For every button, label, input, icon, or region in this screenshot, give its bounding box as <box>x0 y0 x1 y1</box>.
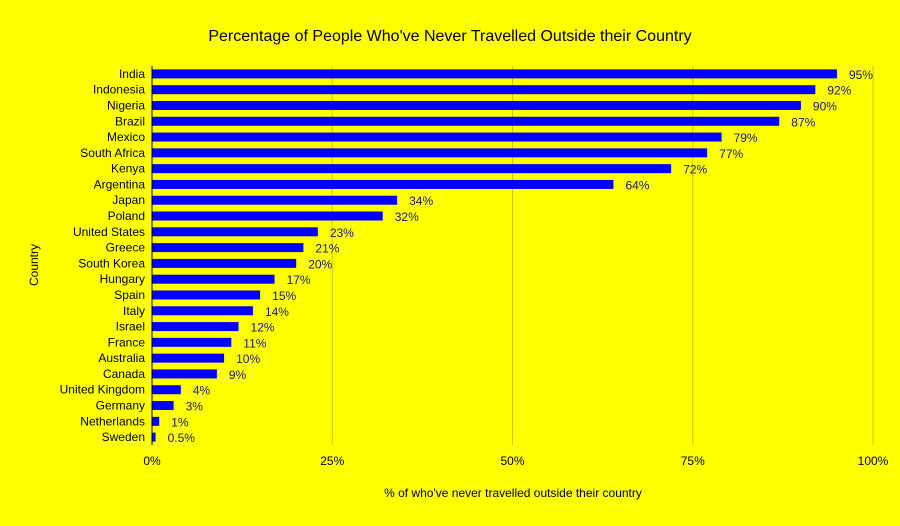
data-label-south-korea: 20% <box>308 257 332 271</box>
category-label-indonesia: Indonesia <box>93 83 145 97</box>
bar-germany <box>152 401 174 411</box>
bar-united-states <box>152 227 318 237</box>
bar-france <box>152 337 232 347</box>
data-label-kenya: 72% <box>683 163 707 177</box>
category-label-israel: Israel <box>116 320 145 334</box>
x-tick-label-100: 100% <box>858 454 889 468</box>
category-label-italy: Italy <box>123 304 145 318</box>
data-label-sweden: 0.5% <box>168 431 196 445</box>
category-label-nigeria: Nigeria <box>107 98 145 112</box>
data-label-argentina: 64% <box>625 178 649 192</box>
data-label-india: 95% <box>849 68 873 82</box>
category-label-brazil: Brazil <box>115 114 145 128</box>
category-label-hungary: Hungary <box>100 272 145 286</box>
x-tick-label-25: 25% <box>320 454 344 468</box>
y-axis-title: Country <box>27 244 41 286</box>
bar-india <box>152 69 837 79</box>
x-tick-label-75: 75% <box>681 454 705 468</box>
bar-south-africa <box>152 148 708 158</box>
category-label-kenya: Kenya <box>111 162 145 176</box>
category-label-france: France <box>108 335 146 349</box>
category-label-mexico: Mexico <box>107 130 145 144</box>
x-tick-label-50: 50% <box>500 454 524 468</box>
data-label-netherlands: 1% <box>171 415 189 429</box>
bars-layer <box>152 69 837 442</box>
data-label-nigeria: 90% <box>813 99 837 113</box>
data-label-germany: 3% <box>186 400 204 414</box>
category-label-spain: Spain <box>114 288 145 302</box>
category-label-greece: Greece <box>106 241 146 255</box>
category-label-south-korea: South Korea <box>78 256 145 270</box>
data-label-italy: 14% <box>265 305 289 319</box>
x-tick-label-0: 0% <box>143 454 161 468</box>
bar-united-kingdom <box>152 385 181 395</box>
data-label-spain: 15% <box>272 289 296 303</box>
bar-greece <box>152 243 304 253</box>
bar-indonesia <box>152 85 816 95</box>
category-label-india: India <box>119 67 145 81</box>
category-label-germany: Germany <box>96 399 145 413</box>
category-label-australia: Australia <box>98 351 145 365</box>
data-label-mexico: 79% <box>734 131 758 145</box>
category-label-poland: Poland <box>108 209 145 223</box>
data-label-australia: 10% <box>236 352 260 366</box>
data-label-israel: 12% <box>251 321 275 335</box>
category-label-united-kingdom: United Kingdom <box>60 383 145 397</box>
grid-layer <box>331 66 874 445</box>
bar-spain <box>152 290 261 300</box>
data-label-canada: 9% <box>229 368 247 382</box>
x-axis-title: % of who've never travelled outside thei… <box>384 486 642 500</box>
data-label-japan: 34% <box>409 194 433 208</box>
data-label-united-kingdom: 4% <box>193 384 211 398</box>
data-label-united-states: 23% <box>330 226 354 240</box>
bar-australia <box>152 353 225 363</box>
x-tick-labels: 0% 25% 50% 75% 100% <box>143 454 888 468</box>
bar-south-korea <box>152 258 297 268</box>
category-label-canada: Canada <box>103 367 145 381</box>
data-labels: 95% 92%90% 87% 79% 77% 72% 64% 34% 32% 23% 21%20% 1… <box>168 68 874 445</box>
data-label-brazil: 87% <box>791 115 815 129</box>
bar-argentina <box>152 179 614 189</box>
bar-brazil <box>152 116 780 126</box>
bar-kenya <box>152 164 672 174</box>
data-label-indonesia: 92% <box>827 84 851 98</box>
category-label-argentina: Argentina <box>94 177 146 191</box>
bar-nigeria <box>152 100 801 110</box>
bar-sweden <box>152 432 156 442</box>
bar-poland <box>152 211 383 221</box>
bar-hungary <box>152 274 275 284</box>
category-label-united-states: United States <box>73 225 145 239</box>
bar-italy <box>152 306 253 316</box>
data-label-france: 11% <box>243 336 266 350</box>
data-label-hungary: 17% <box>287 273 311 287</box>
category-label-netherlands: Netherlands <box>80 414 145 428</box>
data-label-south-africa: 77% <box>719 147 743 161</box>
bar-japan <box>152 195 398 205</box>
category-label-sweden: Sweden <box>102 430 145 444</box>
bar-canada <box>152 369 217 379</box>
bar-mexico <box>152 132 722 142</box>
bar-israel <box>152 322 239 332</box>
bar-netherlands <box>152 416 160 426</box>
data-label-poland: 32% <box>395 210 419 224</box>
category-label-south-africa: South Africa <box>80 146 145 160</box>
category-label-japan: Japan <box>112 193 145 207</box>
data-label-greece: 21% <box>315 242 339 256</box>
chart-title: Percentage of People Who've Never Travel… <box>208 28 691 45</box>
